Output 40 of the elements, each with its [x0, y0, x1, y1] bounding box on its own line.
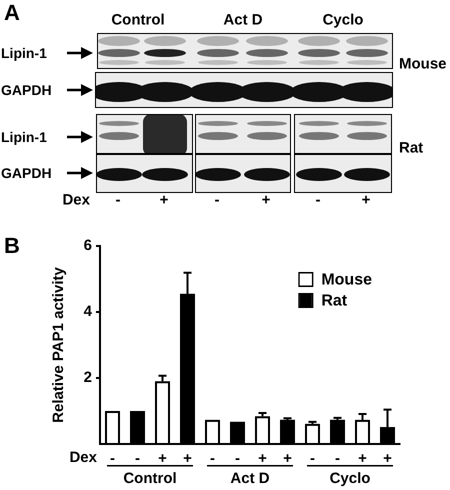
- text: GAPDH: [1, 165, 52, 181]
- x-axis-title: Dex: [69, 449, 98, 466]
- text: -: [214, 192, 220, 208]
- text: -: [316, 192, 320, 208]
- x-tick-label: +: [258, 450, 268, 468]
- text: Lipin-1: [1, 45, 47, 61]
- y-axis-title: Relative PAP1 activity: [50, 266, 68, 423]
- legend-label: Rat: [321, 292, 348, 310]
- text: Act D: [223, 12, 263, 28]
- y-tick-label: 2: [84, 369, 92, 386]
- x-tick-label: -: [210, 450, 215, 468]
- x-tick-label: +: [158, 450, 168, 468]
- text: A: [4, 0, 20, 25]
- y-tick-label: 4: [84, 303, 93, 320]
- text: Mouse: [399, 56, 447, 72]
- x-tick-label: +: [183, 450, 192, 468]
- text: Rat: [399, 140, 424, 156]
- text: Cyclo: [330, 470, 370, 488]
- text: +: [160, 192, 168, 208]
- y-tick-label: 6: [84, 237, 92, 254]
- x-tick-label: -: [135, 450, 140, 468]
- text: Control: [111, 12, 165, 28]
- chart-title: B: [4, 233, 20, 258]
- x-tick-label: +: [383, 450, 392, 468]
- x-tick-label: -: [110, 450, 115, 468]
- x-tick-label: -: [310, 450, 315, 468]
- text: +: [262, 192, 270, 208]
- text: +: [362, 192, 370, 208]
- text: -: [116, 192, 120, 208]
- text: Act D: [230, 470, 270, 488]
- x-tick-label: +: [283, 450, 292, 468]
- text: Dex: [62, 192, 90, 208]
- x-tick-label: -: [235, 450, 240, 468]
- text: Lipin-1: [1, 129, 47, 145]
- x-tick-label: +: [358, 450, 368, 468]
- text: Control: [123, 470, 177, 488]
- legend-label: Mouse: [321, 271, 372, 288]
- text: Cyclo: [322, 12, 364, 28]
- text: GAPDH: [1, 82, 52, 98]
- x-tick-label: -: [335, 450, 340, 468]
